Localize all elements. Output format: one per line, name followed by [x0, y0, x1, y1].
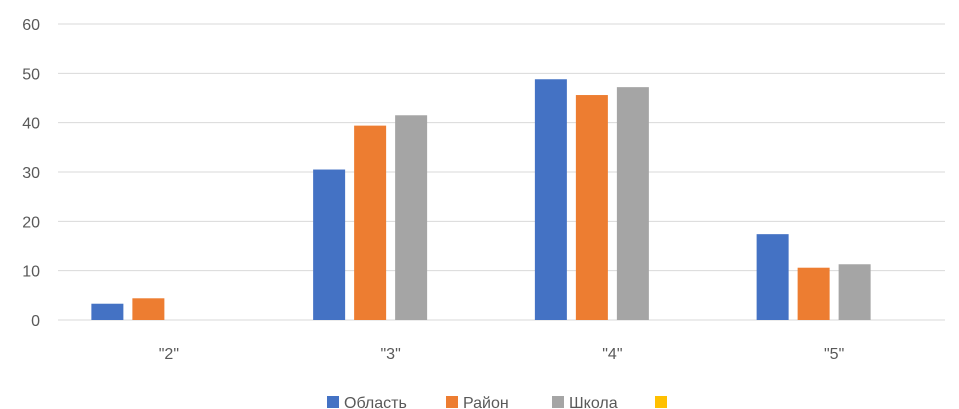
bar [756, 234, 789, 320]
bar [616, 87, 649, 320]
y-tick-label: 10 [22, 264, 40, 281]
legend-label: Область [344, 395, 407, 409]
y-axis-tick-labels: 0 10 20 30 40 50 60 [22, 17, 40, 330]
bar [534, 79, 567, 321]
x-axis-category-labels: "2" "3" "4" "5" [159, 346, 845, 363]
x-category-label: "4" [602, 346, 622, 363]
legend-swatch [655, 396, 667, 408]
gridlines [58, 23, 945, 321]
bar [354, 125, 387, 320]
y-tick-label: 60 [22, 17, 40, 34]
bar [575, 95, 608, 320]
legend-swatch [446, 396, 458, 408]
bars [91, 79, 871, 321]
legend-label: Район [463, 395, 509, 409]
y-tick-label: 0 [31, 313, 40, 330]
bar [132, 298, 165, 320]
x-category-label: "5" [824, 346, 844, 363]
y-tick-label: 20 [22, 214, 40, 231]
legend-swatch [552, 396, 564, 408]
legend: Область Район Школа [327, 395, 667, 409]
legend-label: Школа [569, 395, 618, 409]
legend-swatch [327, 396, 339, 408]
x-category-label: "3" [380, 346, 400, 363]
y-tick-label: 40 [22, 116, 40, 133]
y-tick-label: 30 [22, 165, 40, 182]
bar [838, 264, 871, 320]
bar [313, 169, 346, 320]
bar [797, 267, 830, 320]
bar [395, 115, 428, 321]
y-tick-label: 50 [22, 66, 40, 83]
x-category-label: "2" [159, 346, 179, 363]
bar [91, 303, 124, 320]
